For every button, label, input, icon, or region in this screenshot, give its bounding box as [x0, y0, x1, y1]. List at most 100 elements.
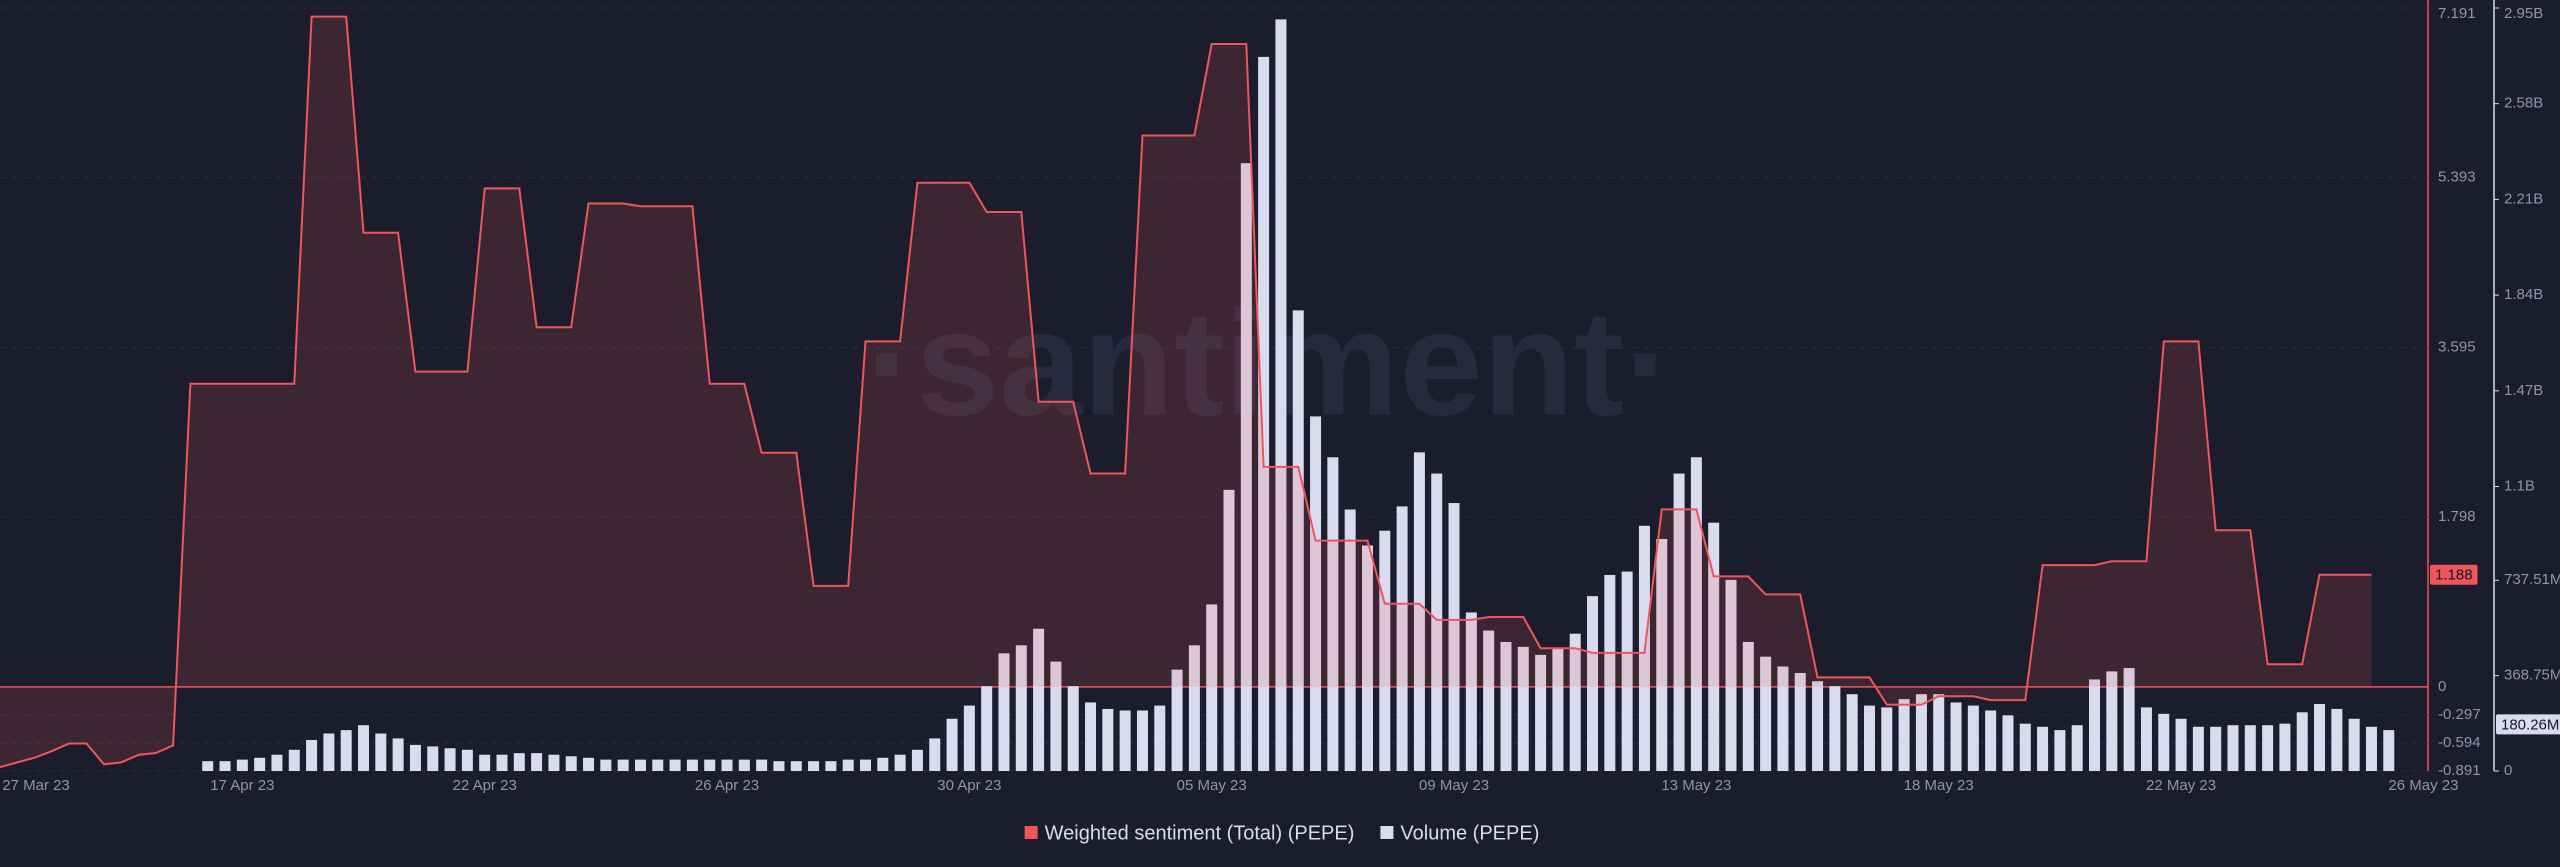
y-tick-label: 1.798 — [2438, 508, 2476, 525]
volume-bar — [2244, 725, 2256, 771]
y-tick-label: 5.393 — [2438, 169, 2476, 186]
volume-bar — [2002, 715, 2014, 771]
volume-bar — [496, 754, 508, 771]
volume-bar — [2158, 713, 2170, 771]
volume-bar — [600, 759, 612, 771]
x-tick-label: 30 Apr 23 — [937, 777, 1001, 794]
volume-bar — [911, 749, 923, 771]
volume-bar — [1656, 538, 1668, 771]
last-value-tag — [2496, 714, 2560, 735]
volume-bar — [1171, 669, 1183, 771]
volume-bar — [1067, 686, 1079, 771]
volume-bar — [1448, 503, 1460, 771]
volume-bar — [392, 738, 404, 771]
volume-bar — [860, 759, 871, 771]
volume-bar — [358, 725, 370, 771]
volume-bar — [2348, 718, 2360, 771]
volume-bar — [565, 756, 577, 771]
volume-bar — [1033, 628, 1045, 771]
x-tick-label: 26 Apr 23 — [695, 777, 759, 794]
volume-bar — [790, 761, 802, 771]
x-tick-label: 26 May 23 — [2388, 777, 2458, 794]
y2-tick-label: 2.21B — [2504, 190, 2543, 207]
volume-bar — [1102, 708, 1114, 771]
volume-bar — [1604, 574, 1616, 771]
volume-bar — [340, 730, 352, 771]
volume-bar — [721, 759, 733, 771]
volume-bar — [1465, 612, 1477, 771]
volume-bar — [894, 754, 906, 771]
y2-tick-label: 1.84B — [2504, 286, 2543, 303]
legend-label: Weighted sentiment (Total) (PEPE) — [1045, 822, 1355, 844]
y2-tick-label: 1.47B — [2504, 382, 2543, 399]
volume-bar — [1846, 694, 1858, 771]
y-tick-label: 0 — [2438, 678, 2446, 695]
watermark: ·santiment· — [866, 279, 1674, 447]
volume-bar — [1587, 596, 1599, 771]
volume-bar — [461, 749, 473, 771]
volume-bar — [1258, 56, 1270, 771]
volume-bar — [409, 744, 421, 771]
last-value-label: 180.26M — [2501, 716, 2559, 733]
volume-bar — [288, 749, 300, 771]
last-value-label: 1.188 — [2435, 567, 2473, 584]
volume-bar — [427, 746, 439, 771]
volume-bar — [1517, 646, 1529, 771]
volume-bar — [998, 653, 1010, 771]
volume-bar — [652, 759, 664, 771]
legend-label: Volume (PEPE) — [1400, 822, 1539, 844]
volume-bar — [825, 761, 837, 771]
volume-bar — [2365, 726, 2377, 771]
volume-bar — [1344, 509, 1356, 771]
volume-bar — [219, 761, 231, 771]
volume-bar — [2296, 712, 2308, 771]
volume-bar — [1206, 604, 1218, 771]
volume-bar — [1829, 686, 1841, 771]
volume-bar — [686, 759, 698, 771]
volume-bar — [1015, 645, 1027, 771]
volume-bar — [808, 761, 820, 771]
volume-bar — [583, 757, 595, 771]
y-tick-label: 3.595 — [2438, 338, 2476, 355]
volume-bar — [1794, 672, 1806, 771]
volume-bar — [2089, 679, 2101, 771]
volume-bar — [306, 739, 318, 771]
volume-bar — [1292, 310, 1304, 771]
x-tick-label: 22 Apr 23 — [453, 777, 517, 794]
volume-bar — [1154, 705, 1166, 771]
y-tick-label: -0.297 — [2438, 706, 2481, 723]
volume-bar — [1535, 654, 1547, 771]
y-tick-label: 7.191 — [2438, 5, 2476, 22]
volume-bar — [1379, 530, 1391, 771]
volume-bar — [1188, 645, 1200, 771]
volume-bar — [2071, 725, 2083, 771]
volume-bar — [531, 753, 543, 771]
volume-bar — [2383, 730, 2395, 771]
volume-bar — [236, 759, 248, 771]
volume-bar — [877, 757, 889, 771]
x-tick-label: 22 May 23 — [2146, 777, 2216, 794]
volume-bar — [1483, 630, 1495, 771]
volume-bar — [271, 754, 283, 771]
volume-bar — [1621, 571, 1633, 771]
volume-bar — [669, 759, 681, 771]
y2-tick-label: 368.75M — [2504, 667, 2560, 684]
volume-bar — [2227, 725, 2239, 771]
volume-bar — [1569, 633, 1581, 771]
volume-bar — [1119, 710, 1131, 771]
x-tick-label: 09 May 23 — [1419, 777, 1489, 794]
volume-bar — [1725, 579, 1737, 771]
volume-bar — [981, 686, 993, 771]
last-value-tag — [2430, 564, 2478, 585]
volume-bar — [1881, 707, 1893, 771]
volume-bar — [1361, 545, 1373, 771]
volume-bar — [946, 718, 958, 771]
volume-bar — [842, 759, 854, 771]
volume-bar — [963, 705, 975, 771]
volume-bar — [1967, 705, 1979, 771]
volume-bar — [375, 733, 387, 771]
volume-bar — [2331, 708, 2343, 771]
volume-bar — [1413, 452, 1425, 771]
volume-bar — [2175, 718, 2187, 771]
